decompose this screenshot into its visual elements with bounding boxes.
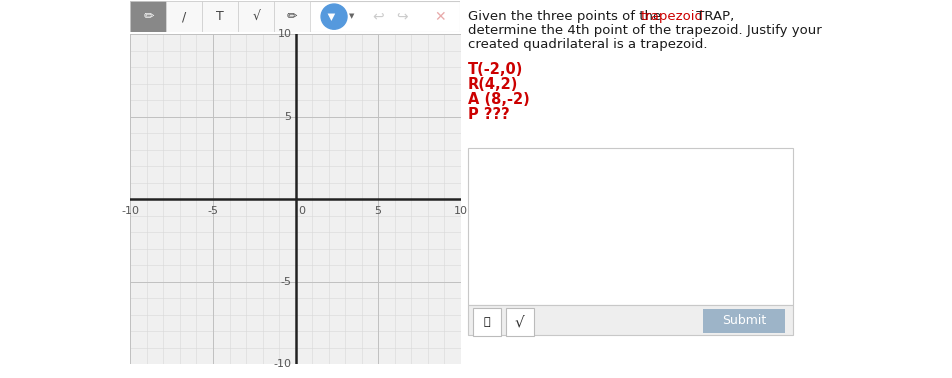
Text: -10: -10 <box>273 359 291 369</box>
Text: 0: 0 <box>298 206 305 216</box>
Bar <box>202 1 238 32</box>
Bar <box>473 308 501 336</box>
Bar <box>274 1 310 32</box>
Text: ◀: ◀ <box>327 13 337 20</box>
Text: ↪: ↪ <box>396 9 407 24</box>
Text: -5: -5 <box>208 206 219 216</box>
Text: -5: -5 <box>281 277 291 287</box>
Text: P ???: P ??? <box>467 107 509 122</box>
Text: ⛰: ⛰ <box>484 317 490 327</box>
Text: √: √ <box>252 10 260 23</box>
Text: A (8,-2): A (8,-2) <box>467 92 529 107</box>
Text: ✕: ✕ <box>434 9 446 24</box>
Text: /: / <box>182 10 187 23</box>
Text: trapezoid: trapezoid <box>641 10 704 23</box>
Text: determine the 4th point of the trapezoid. Justify your: determine the 4th point of the trapezoid… <box>467 24 822 37</box>
Text: Submit: Submit <box>722 314 766 327</box>
Text: T: T <box>216 10 224 23</box>
Bar <box>167 1 202 32</box>
Bar <box>238 1 274 32</box>
Circle shape <box>321 4 347 29</box>
Text: created quadrilateral is a trapezoid.: created quadrilateral is a trapezoid. <box>467 38 707 51</box>
Text: TRAP,: TRAP, <box>692 10 734 23</box>
Text: R(4,2): R(4,2) <box>467 77 518 92</box>
Text: -10: -10 <box>122 206 139 216</box>
Text: ▼: ▼ <box>349 14 355 20</box>
Text: 10: 10 <box>277 29 291 39</box>
Bar <box>703 309 784 333</box>
Bar <box>506 308 534 336</box>
Text: ✏: ✏ <box>143 10 153 23</box>
Text: 5: 5 <box>285 112 291 122</box>
Text: Given the three points of the: Given the three points of the <box>467 10 665 23</box>
Text: ↩: ↩ <box>372 9 384 24</box>
Text: T(-2,0): T(-2,0) <box>467 62 523 77</box>
Text: 5: 5 <box>375 206 382 216</box>
Bar <box>467 305 793 335</box>
Text: ✏: ✏ <box>287 10 297 23</box>
Bar <box>130 1 167 32</box>
Text: 10: 10 <box>454 206 467 216</box>
Bar <box>467 148 793 305</box>
Text: √: √ <box>515 314 525 330</box>
